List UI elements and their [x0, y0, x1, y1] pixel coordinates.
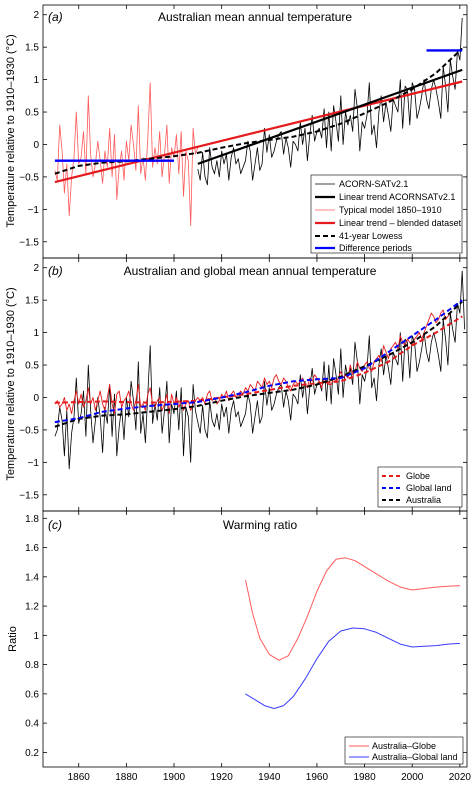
panel-a-y-axis: −1.5 −1 −0.5 0 0.5 1 1.5 2	[19, 5, 467, 258]
y-tick-label: 1.4	[25, 572, 39, 583]
legend-acorn-trend: Linear trend ACORNSATv2.1	[339, 192, 455, 202]
x-tick-label: 2020	[449, 772, 472, 783]
y-tick-label: 2	[33, 10, 39, 21]
legend-blended-trend: Linear trend – blended dataset	[339, 218, 462, 228]
panel-c-legend: Australia–Globe Australia–Global land	[344, 736, 464, 765]
panel-c-ylabel: Ratio	[7, 626, 19, 652]
panel-b-data	[54, 270, 465, 470]
y-tick-label: 0.8	[25, 660, 39, 671]
y-tick-label: −0.5	[19, 425, 39, 436]
y-tick-label: 0.2	[25, 748, 39, 759]
panel-c: (c) Warming ratio Ratio 0.2 0.4 0.6 0.8 1 1.2…	[7, 510, 472, 783]
y-tick-label: 0	[33, 140, 39, 151]
y-tick-label: −1	[28, 458, 40, 469]
y-tick-label: 0.5	[25, 361, 39, 372]
y-tick-label: −1.5	[19, 490, 39, 501]
x-tick-label: 1960	[306, 772, 329, 783]
x-axis: 1860 1880 1900 1920 1940 1960 1980 2000 2020	[68, 511, 472, 783]
y-tick-label: 1.6	[25, 543, 39, 554]
y-tick-label: 1	[33, 328, 39, 339]
panel-b-ylabel: Temperature relative to 1910–1930 (°C)	[5, 287, 17, 480]
panel-c-frame	[42, 510, 468, 768]
y-tick-label: 1	[33, 75, 39, 86]
typical-model-line	[54, 82, 199, 226]
panel-c-label: (c)	[48, 518, 62, 532]
legend-difference: Difference periods	[339, 243, 412, 253]
legend-aus-globe: Australia–Globe	[372, 741, 436, 751]
x-tick-label: 1920	[211, 772, 234, 783]
y-tick-label: 1.2	[25, 602, 39, 613]
australia-lowess-line	[54, 300, 463, 428]
legend-model: Typical model 1850–1910	[339, 205, 442, 215]
legend-acorn: ACORN-SATv2.1	[339, 179, 408, 189]
acorn-trend-line	[197, 68, 463, 165]
panel-b-y-axis: −1.5 −1 −0.5 0 0.5 1 1.5 2	[19, 258, 467, 511]
panel-a-legend: ACORN-SATv2.1 Linear trend ACORNSATv2.1 …	[310, 174, 463, 254]
x-tick-label: 1980	[353, 772, 376, 783]
panel-a-ylabel: Temperature relative to 1910–1930 (°C)	[5, 34, 17, 227]
panel-c-data	[245, 557, 460, 709]
y-tick-label: 2	[33, 263, 39, 274]
panel-a-label: (a)	[48, 10, 63, 24]
y-tick-label: −1.5	[19, 237, 39, 248]
x-tick-label: 1900	[163, 772, 186, 783]
acorn-annual-line	[197, 17, 463, 186]
panel-b-label: (b)	[48, 264, 63, 278]
panel-b: (b) Australian and global mean annual te…	[5, 257, 468, 512]
panel-c-y-axis: 0.2 0.4 0.6 0.8 1 1.2 1.4 1.6 1.8	[25, 514, 467, 759]
legend-land: Global land	[406, 483, 452, 493]
panel-b-legend: Globe Global land Australia	[377, 466, 463, 508]
y-tick-label: 1.5	[25, 296, 39, 307]
x-tick-label: 1880	[115, 772, 138, 783]
blended-trend-line	[54, 80, 463, 184]
x-tick-label: 2000	[401, 772, 424, 783]
y-tick-label: 0.6	[25, 689, 39, 700]
panel-c-title: Warming ratio	[223, 518, 298, 532]
panel-b-title: Australian and global mean annual temper…	[124, 264, 377, 278]
y-tick-label: 0.5	[25, 108, 39, 119]
legend-lowess: 41-year Lowess	[339, 231, 403, 241]
y-tick-label: 0	[33, 393, 39, 404]
y-tick-label: 1.5	[25, 43, 39, 54]
x-tick-label: 1860	[68, 772, 91, 783]
panel-c-legend-box	[344, 736, 464, 765]
land-lowess-line	[54, 299, 463, 424]
panel-a: (a) Australian mean annual temperature T…	[5, 4, 468, 259]
x-tick-label: 1940	[258, 772, 281, 783]
panel-a-data	[54, 17, 463, 226]
legend-australia: Australia	[406, 495, 441, 505]
globe-lowess-line	[54, 315, 463, 404]
panel-a-title: Australian mean annual temperature	[158, 10, 352, 24]
y-tick-label: 1	[33, 631, 39, 642]
legend-globe: Globe	[406, 471, 430, 481]
panel-a-legend-box	[310, 174, 463, 254]
y-tick-label: 0.4	[25, 719, 39, 730]
y-tick-label: −1	[28, 205, 40, 216]
australia-annual-line	[54, 270, 465, 470]
lowess-line	[54, 47, 463, 175]
australia-globe-ratio-line	[245, 557, 460, 661]
y-tick-label: 1.8	[25, 514, 39, 525]
legend-aus-land: Australia–Global land	[372, 752, 458, 762]
y-tick-label: −0.5	[19, 172, 39, 183]
australia-land-ratio-line	[245, 627, 460, 709]
